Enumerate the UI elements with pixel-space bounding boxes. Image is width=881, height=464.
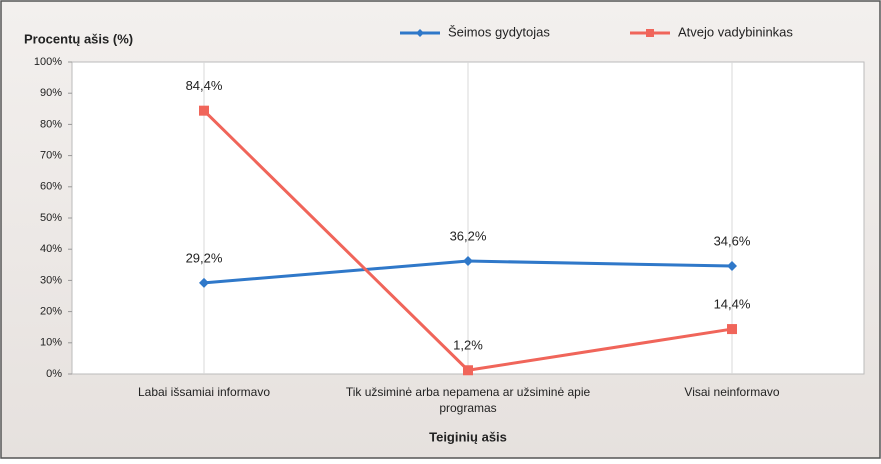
marker	[463, 256, 473, 267]
legend-label: Šeimos gydytojas	[448, 24, 550, 39]
data-label: 1,2%	[453, 338, 483, 353]
y-tick-label: 70%	[40, 150, 62, 162]
y-tick-label: 40%	[40, 243, 62, 255]
marker	[727, 261, 737, 272]
y-tick-label: 60%	[40, 181, 62, 193]
y-tick-label: 100%	[34, 56, 62, 68]
legend-marker	[646, 29, 654, 37]
y-tick-label: 90%	[40, 87, 62, 99]
data-label: 36,2%	[450, 228, 487, 243]
y-tick-label: 20%	[40, 306, 62, 318]
y-axis-title: Procentų ašis (%)	[24, 31, 133, 46]
marker	[199, 105, 209, 116]
y-tick-label: 30%	[40, 274, 62, 286]
legend-marker	[416, 29, 424, 37]
marker	[199, 277, 209, 288]
marker	[727, 324, 737, 335]
x-tick-label-box: Labai išsamiai informavo	[137, 385, 271, 399]
legend-label: Atvejo vadybininkas	[678, 24, 793, 39]
x-tick-label-box: Tik užsiminė arba nepamena ar užsiminė a…	[345, 385, 591, 415]
x-tick-label-box: Visai neinformavo	[684, 385, 780, 399]
marker	[463, 365, 473, 376]
y-tick-label: 80%	[40, 118, 62, 130]
x-axis-title: Teiginių ašis	[429, 429, 507, 444]
data-label: 14,4%	[714, 297, 751, 312]
y-tick-label: 10%	[40, 337, 62, 349]
x-tick-label: Tik užsiminė arba nepamena ar užsiminė a…	[345, 385, 591, 415]
data-label: 34,6%	[714, 233, 751, 248]
x-tick-label: Visai neinformavo	[684, 385, 780, 399]
data-label: 29,2%	[186, 250, 223, 265]
y-tick-label: 0%	[46, 368, 62, 380]
x-tick-label: Labai išsamiai informavo	[137, 385, 271, 399]
data-label: 84,4%	[186, 78, 223, 93]
y-tick-label: 50%	[40, 212, 62, 224]
